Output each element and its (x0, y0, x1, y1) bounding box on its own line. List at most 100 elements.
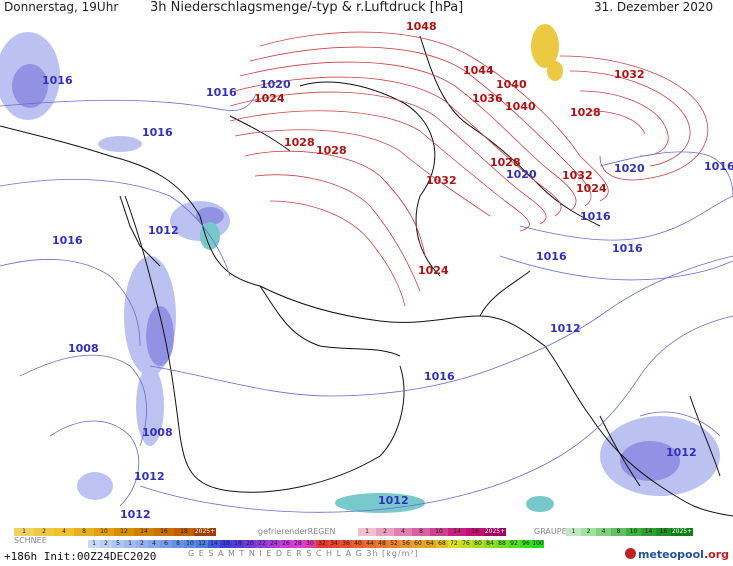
isobar-label: 1016 (424, 370, 455, 383)
legend-value: 34 (328, 540, 340, 548)
snow-scale: 1 2 4 8 10 12 14 16 18 2025+ (14, 528, 216, 536)
isobar-label: 1012 (666, 446, 697, 459)
pressure-map: 1048 1044 1040 1036 1040 1032 1028 1028 … (0, 16, 733, 526)
precipitation-legend: 1 2 4 8 10 12 14 16 18 2025+ SCHNEE gefr… (0, 526, 733, 566)
isobar-label: 1032 (614, 68, 645, 81)
legend-value: 2 (581, 528, 596, 536)
legend-value: 14 (641, 528, 656, 536)
legend-value: 18 (174, 528, 194, 536)
legend-value: 8 (172, 540, 184, 548)
isobar-label: 1016 (42, 74, 73, 87)
isobar-label: 1032 (562, 169, 593, 182)
isobar-label: 1044 (463, 64, 494, 77)
legend-value: 88 (496, 540, 508, 548)
legend-value: 22 (256, 540, 268, 548)
isobar-label: 1028 (570, 106, 601, 119)
isobar-label: 1008 (142, 426, 173, 439)
legend-value: 30 (304, 540, 316, 548)
freezing-rain-label: gefrierenderREGEN (258, 527, 336, 536)
legend-value: 16 (656, 528, 671, 536)
legend-value: 14 (134, 528, 154, 536)
isobar-label: 1016 (612, 242, 643, 255)
legend-value: 16 (154, 528, 174, 536)
legend-value: 4 (54, 528, 74, 536)
legend-value: 60 (412, 540, 424, 548)
isobar-label: 1040 (505, 100, 536, 113)
model-run-label: +186h Init:00Z24DEC2020 (4, 550, 157, 563)
legend-value: 12 (114, 528, 134, 536)
isobar-label: 1016 (704, 160, 733, 173)
legend-value: 8 (412, 528, 430, 536)
legend-value: 100 (532, 540, 544, 548)
isobar-label: 1028 (284, 136, 315, 149)
isobar-label: 1024 (254, 92, 285, 105)
legend-value: 10 (184, 540, 196, 548)
legend-value: 4 (394, 528, 412, 536)
legend-value: 2025+ (194, 528, 216, 536)
low-isobars (0, 95, 733, 513)
legend-value: 2025+ (671, 528, 693, 536)
legend-value: 2 (34, 528, 54, 536)
isobar-label: 1012 (120, 508, 151, 521)
legend-value: 4 (148, 540, 160, 548)
isobar-label: 1024 (576, 182, 607, 195)
isobar-label: 1036 (472, 92, 503, 105)
legend-value: 10 (94, 528, 114, 536)
legend-value: 5 (112, 540, 124, 548)
isobar-label: 1008 (68, 342, 99, 355)
isobar-label: 1012 (134, 470, 165, 483)
legend-value: 68 (436, 540, 448, 548)
isobar-labels: 1048 1044 1040 1036 1040 1032 1028 1028 … (42, 20, 733, 521)
legend-value: 16 (466, 528, 484, 536)
legend-value: 2 (136, 540, 148, 548)
legend-value: 1 (358, 528, 376, 536)
legend-value: 20 (244, 540, 256, 548)
legend-value: 64 (424, 540, 436, 548)
isobar-label: 1024 (418, 264, 449, 277)
brand-logo[interactable]: meteopool.org (624, 548, 729, 561)
isobar-label: 1028 (316, 144, 347, 157)
legend-value: 2 (376, 528, 394, 536)
legend-value: 1 (566, 528, 581, 536)
graupel-scale: 1 2 4 8 10 14 16 2025+ (566, 528, 693, 536)
legend-value: 80 (472, 540, 484, 548)
legend-value: 26 (280, 540, 292, 548)
isobar-label: 1020 (506, 168, 537, 181)
isobar-label: 1012 (550, 322, 581, 335)
isobar-label: 1016 (206, 86, 237, 99)
isobar-label: 1012 (378, 494, 409, 507)
legend-value: 44 (364, 540, 376, 548)
freezing-rain-scale: 1 2 4 8 10 14 16 2025+ (358, 528, 506, 536)
legend-value: 52 (388, 540, 400, 548)
precipitation-layer (0, 24, 720, 513)
logo-icon (624, 548, 636, 559)
total-precip-scale: 1 2 5 1 2 4 6 8 10 12 14 16 18 20 22 24 26 28 30 32 34 36 40 44… (88, 540, 544, 548)
legend-value: 2 (100, 540, 112, 548)
legend-value: 72 (448, 540, 460, 548)
legend-value: 8 (611, 528, 626, 536)
legend-value: 36 (340, 540, 352, 548)
legend-value: 92 (508, 540, 520, 548)
legend-value: 1 (124, 540, 136, 548)
legend-value: 1 (88, 540, 100, 548)
map-title: 3h Niederschlagsmenge/-typ & r.Luftdruck… (150, 0, 464, 15)
legend-value: 18 (232, 540, 244, 548)
legend-value: 40 (352, 540, 364, 548)
isobar-label: 1032 (426, 174, 457, 187)
legend-value: 2025+ (484, 528, 506, 536)
isobar-label: 1016 (142, 126, 173, 139)
brand-name: meteopool (637, 548, 704, 561)
legend-value: 8 (74, 528, 94, 536)
total-precip-caption: G E S A M T N I E D E R S C H L A G 3h [… (188, 549, 419, 558)
legend-value: 14 (208, 540, 220, 548)
isobar-label: 1040 (496, 78, 527, 91)
isobar-label: 1020 (260, 78, 291, 91)
coastlines (0, 35, 733, 517)
valid-day-label: Donnerstag, 19Uhr (4, 0, 119, 14)
isobar-label: 1028 (490, 156, 521, 169)
legend-value: 1 (14, 528, 34, 536)
brand-suffix: .org (703, 548, 729, 561)
legend-value: 32 (316, 540, 328, 548)
high-isobars (229, 31, 709, 307)
